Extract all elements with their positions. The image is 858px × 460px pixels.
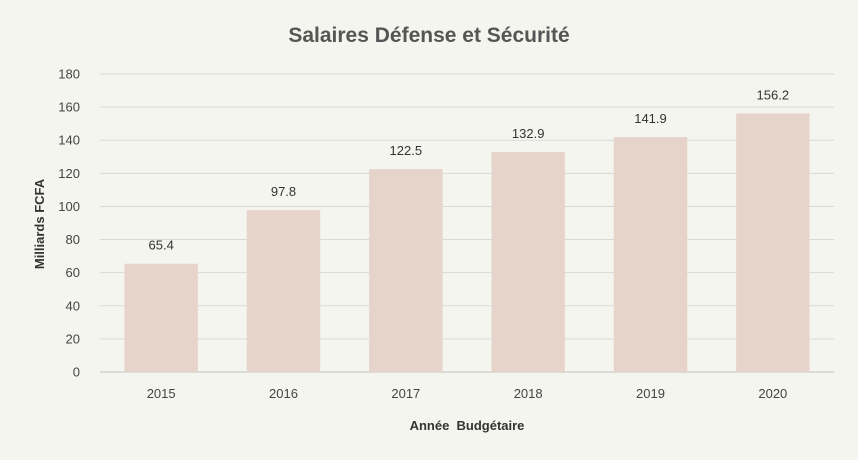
x-tick-label-2018: 2018 <box>514 386 543 401</box>
x-tick-label-2019: 2019 <box>636 386 665 401</box>
x-tick-label-2016: 2016 <box>269 386 298 401</box>
y-tick-label: 120 <box>58 166 80 181</box>
data-label-2019: 141.9 <box>634 111 667 126</box>
y-tick-label: 20 <box>66 331 80 346</box>
data-label-2017: 122.5 <box>390 143 423 158</box>
x-tick-label-2017: 2017 <box>391 386 420 401</box>
y-axis-ticks: 0 20 40 60 80 100 120 140 160 180 <box>58 67 80 380</box>
bar-2019 <box>613 137 688 372</box>
y-axis-title: Milliards FCFA <box>32 178 47 269</box>
bar-2018 <box>491 151 565 372</box>
y-tick-label: 160 <box>58 100 80 115</box>
y-tick-label: 100 <box>58 199 80 214</box>
data-label-2015: 65.4 <box>149 238 174 253</box>
x-axis-title: Année Budgétaire <box>410 418 525 433</box>
y-tick-label: 40 <box>66 298 80 313</box>
data-labels: 65.4 97.8 122.5 132.9 141.9 156.2 <box>149 87 790 252</box>
bar-2016 <box>246 210 321 372</box>
gridlines <box>100 73 834 373</box>
data-label-2016: 97.8 <box>271 184 296 199</box>
x-tick-label-2020: 2020 <box>758 386 787 401</box>
y-tick-label: 60 <box>66 265 80 280</box>
bar-2020 <box>736 113 810 372</box>
x-tick-label-2015: 2015 <box>147 386 176 401</box>
data-label-2020: 156.2 <box>757 87 790 102</box>
data-label-2018: 132.9 <box>512 126 545 141</box>
y-tick-label: 80 <box>66 232 80 247</box>
bar-2017 <box>369 169 443 372</box>
y-tick-label: 180 <box>58 67 80 82</box>
bars <box>124 113 810 372</box>
x-axis-ticks: 2015 2016 2017 2018 2019 2020 <box>147 386 788 401</box>
bar-2015 <box>124 263 198 372</box>
chart-title: Salaires Défense et Sécurité <box>288 24 569 47</box>
y-tick-label: 140 <box>58 133 80 148</box>
y-tick-label: 0 <box>73 365 80 380</box>
